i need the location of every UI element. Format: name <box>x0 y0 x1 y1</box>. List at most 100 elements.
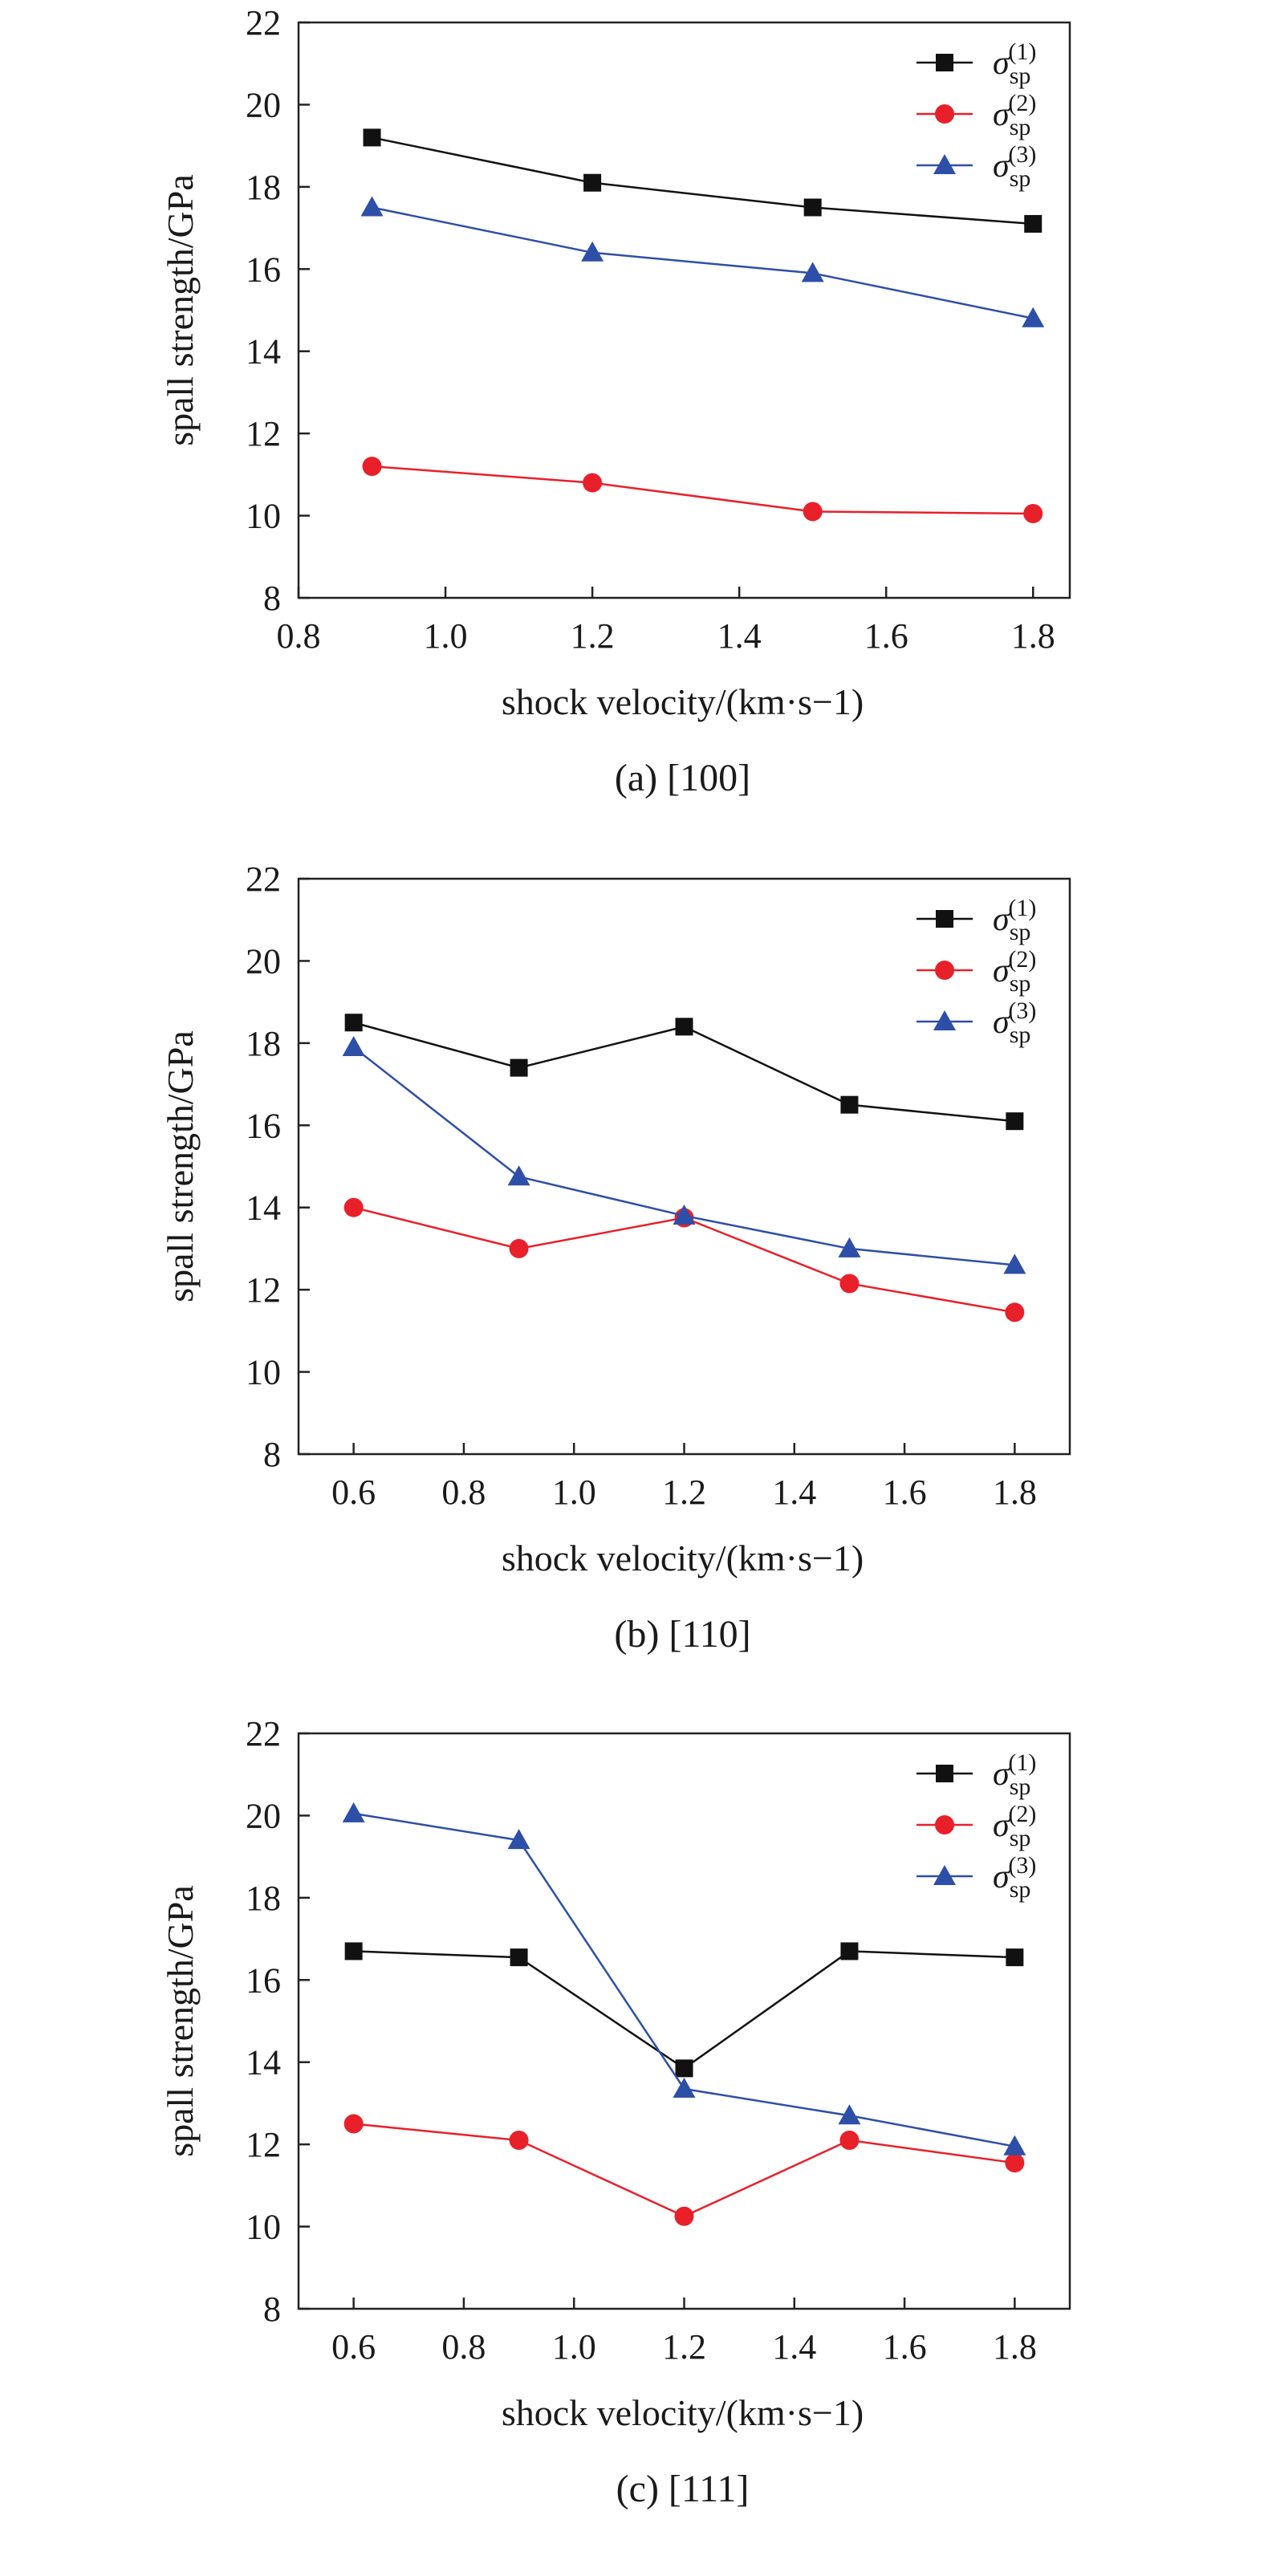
y-tick-label: 14 <box>246 2043 281 2082</box>
y-tick-label: 12 <box>246 1270 281 1310</box>
y-tick-label: 22 <box>246 859 281 899</box>
y-axis-title: spall strength/GPa <box>160 1030 201 1302</box>
y-tick-label: 8 <box>263 1435 281 1474</box>
data-point <box>1005 1302 1025 1323</box>
y-tick-label: 18 <box>246 168 281 207</box>
x-tick-label: 0.8 <box>441 2327 486 2367</box>
data-point <box>838 2104 861 2125</box>
x-axis-title: shock velocity/(km·s−1) <box>502 1538 864 1579</box>
data-point <box>583 473 603 493</box>
y-tick-label: 16 <box>246 250 281 289</box>
legend-marker <box>935 104 954 124</box>
legend-subscript: sp <box>1010 63 1031 89</box>
legend-subscript: sp <box>1010 1876 1031 1903</box>
x-tick-label: 0.8 <box>441 1473 486 1512</box>
legend-subscript: sp <box>1010 1825 1031 1851</box>
data-point <box>1023 504 1043 524</box>
figure-caption: (b) [110] <box>614 1613 750 1656</box>
legend-marker <box>935 1815 954 1834</box>
data-point <box>839 2131 860 2151</box>
data-point <box>583 173 602 192</box>
legend-marker <box>936 1765 953 1782</box>
legend-subscript: sp <box>1010 114 1031 140</box>
legend-superscript: (2) <box>1008 1801 1036 1827</box>
legend-marker <box>933 1010 956 1030</box>
data-point <box>1022 307 1045 327</box>
data-point <box>1003 1253 1026 1274</box>
y-tick-label: 22 <box>246 1714 281 1753</box>
data-point <box>507 1829 530 1850</box>
legend-label: σsp(1) <box>993 1749 1036 1800</box>
legend-superscript: (1) <box>1008 1749 1036 1776</box>
x-tick-label: 1.0 <box>424 616 468 656</box>
legend-subscript: sp <box>1010 970 1031 997</box>
x-tick-label: 1.6 <box>864 616 908 656</box>
series-line <box>372 465 1034 515</box>
plot-frame <box>297 21 1071 599</box>
legend-marker <box>936 910 953 928</box>
data-point <box>362 457 382 477</box>
y-tick-label: 8 <box>263 2290 281 2329</box>
x-axis-title: shock velocity/(km·s−1) <box>502 2392 864 2433</box>
legend-superscript: (3) <box>1008 997 1036 1024</box>
legend-subscript: sp <box>1010 165 1031 192</box>
x-tick-label: 1.2 <box>662 2327 706 2367</box>
legend-superscript: (1) <box>1008 895 1036 921</box>
plot-frame <box>297 877 1071 1456</box>
data-point <box>803 198 822 217</box>
legend-superscript: (3) <box>1008 1852 1036 1879</box>
data-point <box>1024 214 1042 233</box>
figure-caption: (c) [111] <box>616 2468 750 2510</box>
legend-label: σsp(3) <box>993 1852 1036 1903</box>
data-point <box>1006 1948 1024 1967</box>
y-tick-label: 8 <box>263 579 281 618</box>
y-tick-label: 16 <box>246 1960 281 2000</box>
y-tick-label: 12 <box>246 2125 281 2164</box>
data-point <box>344 1014 363 1032</box>
x-tick-label: 1.4 <box>772 2327 816 2367</box>
legend-label: σsp(2) <box>993 946 1036 997</box>
y-tick-label: 20 <box>246 941 281 981</box>
y-axis-title: spall strength/GPa <box>160 174 201 446</box>
data-point <box>673 1204 696 1225</box>
legend-subscript: sp <box>1010 919 1031 945</box>
y-tick-label: 16 <box>246 1106 281 1145</box>
y-tick-label: 18 <box>246 1879 281 1918</box>
series-line <box>353 1022 1015 1123</box>
y-tick-label: 20 <box>246 1796 281 1835</box>
x-tick-label: 1.4 <box>772 1473 816 1512</box>
x-tick-label: 1.2 <box>571 616 615 656</box>
data-point <box>510 1058 528 1077</box>
legend-superscript: (1) <box>1008 39 1036 65</box>
data-point <box>839 1274 860 1294</box>
y-tick-label: 22 <box>246 3 281 43</box>
data-point <box>343 2114 364 2134</box>
legend-superscript: (2) <box>1008 90 1036 116</box>
data-point <box>342 1802 365 1822</box>
legend-marker <box>936 54 953 71</box>
data-point <box>838 1237 861 1258</box>
data-point <box>509 1238 529 1258</box>
legend-label: σsp(2) <box>993 90 1036 140</box>
data-point <box>344 1942 363 1960</box>
data-point <box>1005 2153 1025 2173</box>
y-tick-label: 14 <box>246 1188 281 1228</box>
data-point <box>509 2131 529 2151</box>
y-tick-label: 20 <box>246 85 281 124</box>
legend-label: σsp(2) <box>993 1801 1036 1851</box>
series-line <box>353 1950 1015 2070</box>
y-tick-label: 12 <box>246 414 281 453</box>
chart-panel-2: 8 10 12 14 16 18 20 22 0.6 0.8 1.0 1.2 1.4 1.6 1.8 shoc… <box>160 1714 1071 2510</box>
series-line <box>353 2123 1015 2218</box>
chart-panel-0: 8 10 12 14 16 18 20 22 0.8 1.0 1.2 1.4 1.6 1.8 shock v… <box>160 3 1071 799</box>
data-point <box>840 1942 859 1960</box>
legend-subscript: sp <box>1010 1022 1031 1048</box>
chart-panel-1: 8 10 12 14 16 18 20 22 0.6 0.8 1.0 1.2 1.4 1.6 1.8 shoc… <box>160 859 1071 1656</box>
x-tick-label: 1.2 <box>662 1473 706 1512</box>
data-point <box>343 1197 364 1217</box>
legend-superscript: (3) <box>1008 141 1036 168</box>
x-tick-label: 1.8 <box>993 2327 1037 2367</box>
data-point <box>360 196 384 217</box>
legend-label: σsp(1) <box>993 895 1036 945</box>
